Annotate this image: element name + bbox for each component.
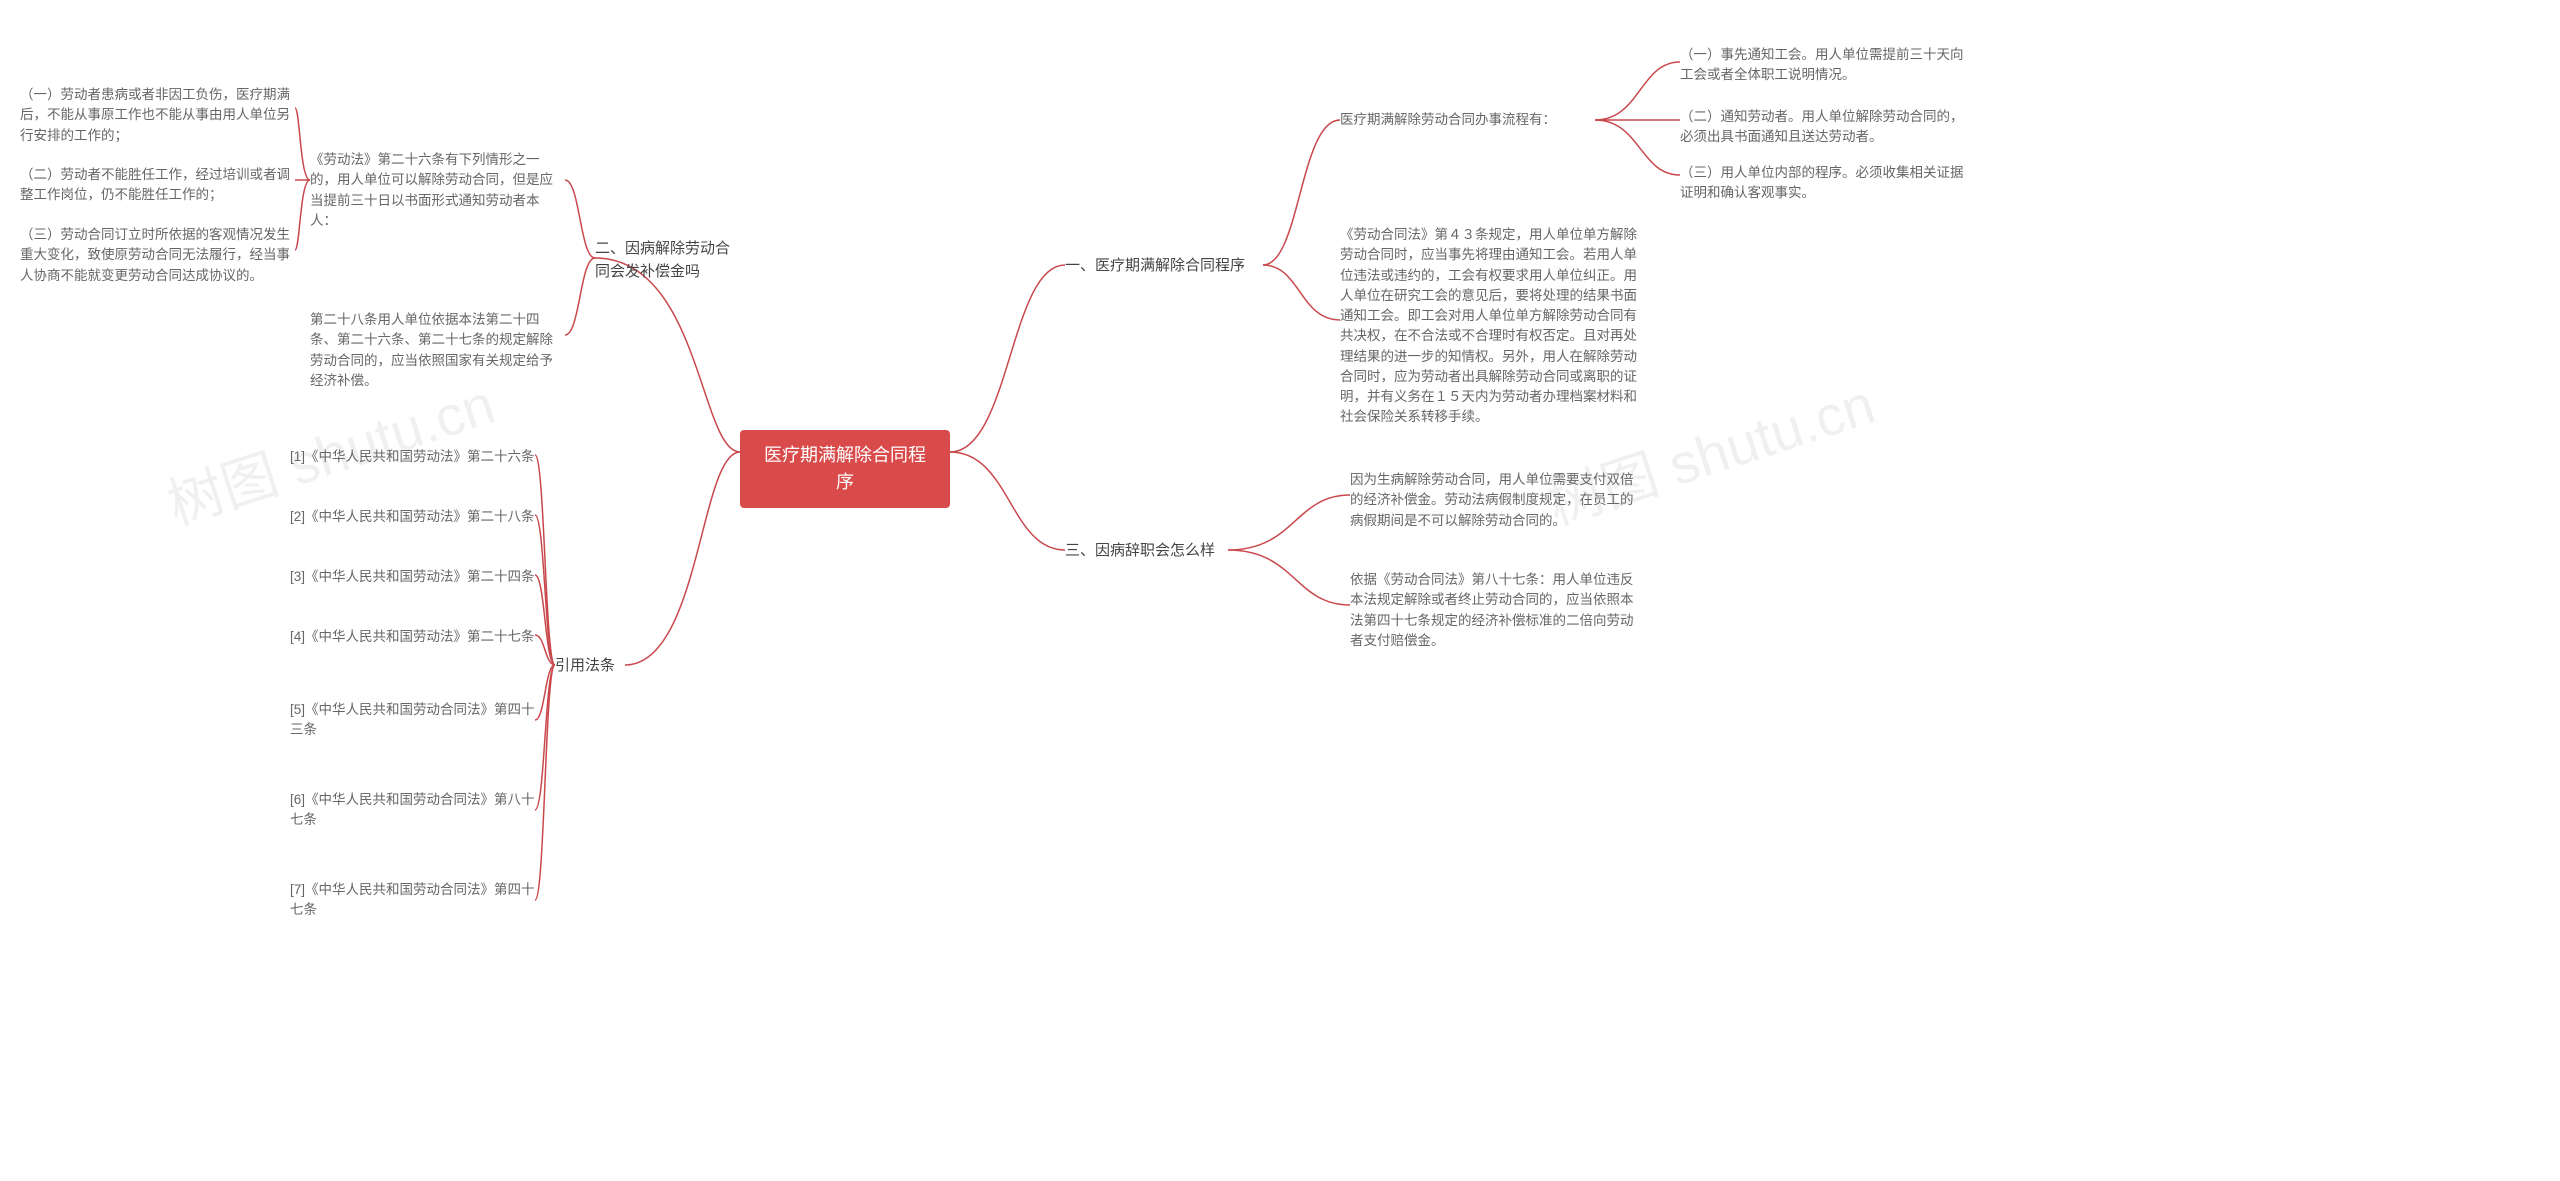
node-l1-c0-g2: （三）劳动合同订立时所依据的客观情况发生重大变化，致使原劳动合同无法履行，经当事… (20, 225, 295, 286)
branch-l2: 引用法条 (555, 655, 625, 678)
node-r1-c0-g2: （三）用人单位内部的程序。必须收集相关证据证明和确认客观事实。 (1680, 163, 1970, 204)
node-r1-c0-g1: （二）通知劳动者。用人单位解除劳动合同的，必须出具书面通知且送达劳动者。 (1680, 107, 1970, 148)
node-l1-c0: 《劳动法》第二十六条有下列情形之一的，用人单位可以解除劳动合同，但是应当提前三十… (310, 150, 565, 231)
root-node: 医疗期满解除合同程序 (740, 430, 950, 508)
node-l2-c2: [3]《中华人民共和国劳动法》第二十四条 (290, 567, 535, 587)
node-r1-c1: 《劳动合同法》第４３条规定，用人单位单方解除劳动合同时，应当事先将理由通知工会。… (1340, 225, 1640, 428)
node-r1-c0-g0: （一）事先通知工会。用人单位需提前三十天向工会或者全体职工说明情况。 (1680, 45, 1970, 86)
node-l1-c0-g0: （一）劳动者患病或者非因工负伤，医疗期满后，不能从事原工作也不能从事由用人单位另… (20, 85, 295, 146)
branch-l1: 二、因病解除劳动合同会发补偿金吗 (595, 238, 730, 283)
node-l1-c1: 第二十八条用人单位依据本法第二十四条、第二十六条、第二十七条的规定解除劳动合同的… (310, 310, 565, 391)
node-l2-c0: [1]《中华人民共和国劳动法》第二十六条 (290, 447, 535, 467)
node-l2-c5: [6]《中华人民共和国劳动合同法》第八十七条 (290, 790, 535, 831)
node-l2-c4: [5]《中华人民共和国劳动合同法》第四十三条 (290, 700, 535, 741)
branch-r1: 一、医疗期满解除合同程序 (1065, 255, 1265, 278)
node-r2-c0: 因为生病解除劳动合同，用人单位需要支付双倍的经济补偿金。劳动法病假制度规定，在员… (1350, 470, 1640, 531)
node-r2-c1: 依据《劳动合同法》第八十七条：用人单位违反本法规定解除或者终止劳动合同的，应当依… (1350, 570, 1640, 651)
node-l2-c6: [7]《中华人民共和国劳动合同法》第四十七条 (290, 880, 535, 921)
node-l1-c0-g1: （二）劳动者不能胜任工作，经过培训或者调整工作岗位，仍不能胜任工作的； (20, 165, 295, 206)
node-r1-c0: 医疗期满解除劳动合同办事流程有： (1340, 110, 1595, 130)
branch-r2: 三、因病辞职会怎么样 (1065, 540, 1230, 563)
node-l2-c1: [2]《中华人民共和国劳动法》第二十八条 (290, 507, 535, 527)
node-l2-c3: [4]《中华人民共和国劳动法》第二十七条 (290, 627, 535, 647)
